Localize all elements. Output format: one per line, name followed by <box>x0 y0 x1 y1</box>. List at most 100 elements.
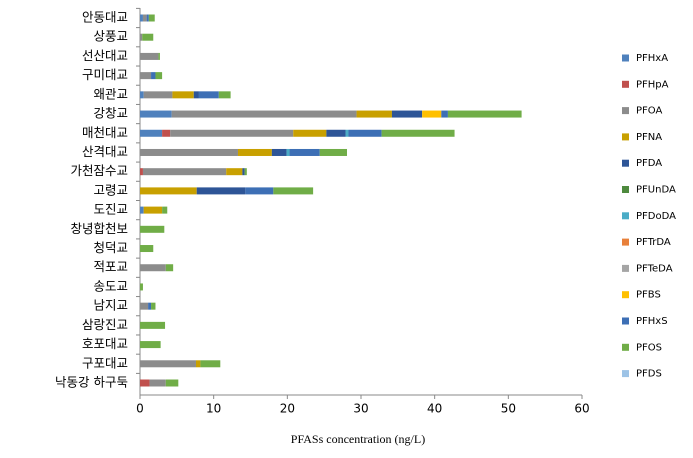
bar-segment <box>165 379 179 387</box>
bar-segment <box>326 129 346 137</box>
bar-segment <box>140 52 159 60</box>
bar-segment <box>171 110 357 118</box>
bar-segment <box>140 379 150 387</box>
legend-label: PFUnDA <box>636 185 676 196</box>
bar-segment <box>381 129 455 137</box>
legend-label: PFDA <box>636 158 662 169</box>
legend-swatch <box>622 186 629 193</box>
bar-segment <box>172 91 194 99</box>
bar-segment <box>245 187 274 195</box>
bar-segment <box>289 148 320 156</box>
legend-swatch <box>622 291 629 299</box>
x-tick-label: 40 <box>427 402 442 416</box>
bar-segment <box>140 283 143 291</box>
bar-segment <box>140 302 149 310</box>
bar-segment <box>140 321 166 329</box>
bar-segment <box>162 129 171 137</box>
legend-label: PFHpA <box>636 79 669 90</box>
bar-segment <box>140 225 165 233</box>
legend-swatch <box>622 159 629 167</box>
legend-label: PFTeDA <box>636 263 673 274</box>
bar-segment <box>142 14 147 22</box>
y-tick-label: 호포대교 <box>82 336 128 351</box>
x-tick-label: 30 <box>353 402 368 416</box>
x-tick-label: 20 <box>280 402 295 416</box>
y-tick-label: 매천대교 <box>82 125 128 140</box>
bar-segment <box>146 14 149 22</box>
legend-label: PFHxA <box>636 53 668 64</box>
y-tick-label: 구미대교 <box>82 67 128 82</box>
bar-segment <box>198 91 219 99</box>
bar-segment <box>140 14 143 22</box>
y-tick-label: 송도교 <box>93 278 128 293</box>
bar-segment <box>140 341 161 349</box>
legend-label: PFDS <box>636 369 662 380</box>
bar-segment <box>170 129 294 137</box>
legend-swatch <box>622 54 629 62</box>
legend-swatch <box>622 212 629 220</box>
bar-segment <box>155 72 163 80</box>
legend-swatch <box>622 343 629 351</box>
bar-segment <box>237 148 272 156</box>
bar-segment <box>140 91 144 99</box>
bar-segment <box>195 360 201 368</box>
bar-segment <box>148 302 152 310</box>
bar-segment <box>242 168 245 176</box>
bar-segment <box>151 302 156 310</box>
y-tick-label: 낙동강 하구둑 <box>55 375 128 390</box>
bar-segment <box>293 129 327 137</box>
legend-label: PFBS <box>636 290 661 301</box>
y-tick-label: 고령교 <box>93 182 128 197</box>
bar-segment <box>422 110 442 118</box>
y-tick-label: 삼랑진교 <box>82 317 128 332</box>
legend-label: PFTrDA <box>636 237 671 248</box>
legend-swatch <box>622 370 629 378</box>
bar-segment <box>162 206 168 214</box>
bar-segment <box>140 33 143 41</box>
x-tick-label: 10 <box>206 402 221 416</box>
bar-segment <box>391 110 423 118</box>
bar-segment <box>140 187 197 195</box>
bar-segment <box>140 110 172 118</box>
bar-segment <box>244 168 247 176</box>
legend-swatch <box>622 238 629 246</box>
legend-label: PFNA <box>636 132 662 143</box>
legend-label: PFHxS <box>636 316 668 327</box>
y-tick-label: 도진교 <box>93 202 128 217</box>
bar-segment <box>148 14 155 22</box>
legend-label: PFDoDA <box>636 211 676 222</box>
bar-segment <box>200 360 221 368</box>
legend-swatch <box>622 80 629 88</box>
y-tick-label: 왜관교 <box>93 86 128 101</box>
legend-label: PFOA <box>636 106 662 117</box>
y-tick-label: 적포교 <box>93 259 128 274</box>
y-tick-label: 남지교 <box>93 298 128 313</box>
bar-segment <box>140 129 163 137</box>
y-tick-label: 강창교 <box>93 106 128 121</box>
bar-segment <box>140 72 152 80</box>
y-tick-label: 청덕교 <box>93 240 128 255</box>
bar-segment <box>140 360 196 368</box>
bar-segment <box>193 91 199 99</box>
bar-segment <box>140 168 143 176</box>
bar-segment <box>345 129 349 137</box>
bar-segment <box>140 206 144 214</box>
legend-swatch <box>622 133 629 141</box>
y-tick-label: 산격대교 <box>82 144 128 159</box>
bar-segment <box>447 110 522 118</box>
y-tick-label: 안동대교 <box>82 10 128 25</box>
bar-segment <box>158 52 160 60</box>
x-axis-title: PFASs concentration (ng/L) <box>291 432 425 446</box>
bar-segment <box>226 168 243 176</box>
bar-segment <box>196 187 246 195</box>
legend-swatch <box>622 317 629 325</box>
bar-segment <box>218 91 231 99</box>
y-tick-label: 선산대교 <box>82 48 128 63</box>
bar-segment <box>142 168 227 176</box>
y-tick-label: 상풍교 <box>93 29 128 44</box>
y-tick-label: 가천잠수교 <box>70 163 128 178</box>
y-tick-label: 창녕합천보 <box>70 221 128 236</box>
bar-segment <box>273 187 314 195</box>
bar-segment <box>348 129 382 137</box>
